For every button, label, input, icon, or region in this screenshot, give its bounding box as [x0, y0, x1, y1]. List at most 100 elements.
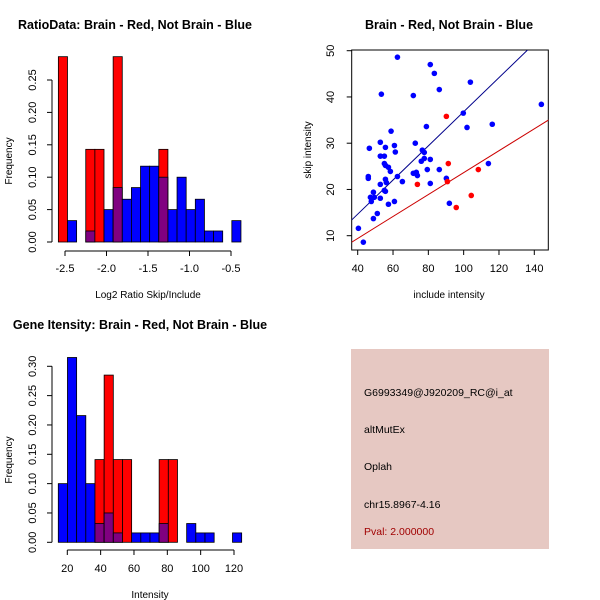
- scatter-point-not-brain: [365, 175, 372, 182]
- intensity-hist-bar-overlap: [103, 512, 114, 543]
- ratio-hist-bar-not-brain: [194, 198, 205, 243]
- intensity-hist-bar-not-brain: [76, 415, 87, 543]
- ratio-hist-x-tick-label: -1.5: [139, 263, 158, 275]
- ratio-hist-bar-not-brain: [121, 198, 132, 243]
- intensity-hist-x-tick-label: 100: [191, 563, 209, 575]
- scatter-point-not-brain: [383, 179, 390, 186]
- ratio-hist-bar-not-brain: [176, 176, 187, 243]
- scatter-point-not-brain: [467, 79, 474, 85]
- scatter-point-not-brain: [391, 142, 398, 149]
- scatter-point-not-brain: [367, 194, 374, 201]
- scatter-point-not-brain: [414, 172, 421, 179]
- scatter-point-not-brain: [410, 92, 417, 99]
- scatter-point-not-brain: [424, 166, 431, 173]
- intensity-hist-y-tick-label: 0.30: [27, 356, 39, 377]
- ratio-hist-bar-not-brain: [149, 165, 160, 243]
- ratio-hist-bar-not-brain: [167, 209, 178, 243]
- scatter-point-not-brain: [385, 201, 392, 208]
- intensity-hist-x-tick-label: 120: [225, 563, 243, 575]
- scatter-point-not-brain: [388, 128, 394, 134]
- scatter-point-brain: [444, 178, 451, 185]
- scatter-point-not-brain: [464, 124, 470, 131]
- chromosome-location: chr15.8967-4.16: [364, 499, 441, 511]
- scatter-point-not-brain: [360, 239, 367, 245]
- scatter-point-not-brain: [355, 225, 362, 232]
- ratio-hist-x-tick-label: -2.0: [97, 263, 116, 275]
- intensity-hist-bar-not-brain: [140, 532, 151, 543]
- scatter-y-tick-label: 20: [325, 183, 337, 195]
- scatter-point-not-brain: [385, 164, 392, 171]
- ratio-hist-bar-brain: [57, 56, 68, 243]
- scatter-point-brain: [443, 113, 450, 120]
- intensity-hist-y-tick-label: 0.25: [27, 385, 39, 406]
- ratio-hist-bar-overlap: [85, 230, 96, 243]
- ratio-hist-bar-brain: [94, 148, 105, 243]
- intensity-hist-bar-not-brain: [67, 357, 78, 543]
- ratio-hist-x-tick-label: -2.5: [56, 263, 75, 275]
- info-panel: G6993349@J920209_RC@i_at altMutEx Oplah …: [351, 349, 549, 549]
- scatter-y-tick-label: 30: [325, 137, 337, 149]
- scatter-point-not-brain: [421, 155, 428, 162]
- scatter-x-tick-label: 40: [352, 263, 364, 275]
- scatter-point-brain: [414, 181, 421, 188]
- scatter-point-not-brain: [412, 140, 419, 146]
- intensity-hist-bar-brain: [112, 459, 123, 543]
- ratio-hist-bar-not-brain: [204, 230, 214, 243]
- scatter-x-tick-label: 100: [454, 263, 472, 275]
- scatter-ylabel: skip intensity: [303, 121, 314, 178]
- intensity-hist-bar-brain: [122, 459, 133, 543]
- ratio-hist-bar-not-brain: [231, 220, 242, 243]
- ratio-hist-y-tick-label: 0.20: [27, 102, 39, 123]
- scatter-point-not-brain: [485, 160, 492, 167]
- ratio-hist-bar-not-brain: [67, 220, 78, 243]
- scatter-point-not-brain: [489, 121, 496, 128]
- scatter-xlabel: include intensity: [413, 290, 484, 301]
- scatter-point-not-brain: [382, 144, 389, 151]
- event-type: altMutEx: [364, 424, 405, 436]
- intensity-hist-y-tick-label: 0.00: [27, 532, 39, 553]
- scatter-x-tick-label: 140: [525, 263, 543, 275]
- ratio-hist-bar-brain: [85, 148, 96, 243]
- ratio-hist-y-tick-label: 0.25: [27, 69, 39, 90]
- ratio-hist-bar-not-brain: [103, 209, 114, 243]
- scatter-point-not-brain: [446, 200, 453, 207]
- ratio-hist-ylabel: Frequency: [4, 137, 15, 184]
- ratio-hist-y-tick-label: 0.10: [27, 166, 39, 187]
- scatter-point-not-brain: [394, 173, 401, 180]
- scatter-point-not-brain: [421, 149, 428, 156]
- intensity-hist-bar-not-brain: [57, 483, 68, 543]
- intensity-hist-y-tick-label: 0.10: [27, 473, 39, 494]
- intensity-hist-bar-overlap: [158, 523, 169, 543]
- scatter-point-not-brain: [377, 153, 384, 159]
- scatter-point-not-brain: [378, 91, 385, 97]
- scatter-point-not-brain: [427, 180, 434, 187]
- scatter-point-not-brain: [431, 70, 438, 77]
- scatter-point-brain: [475, 166, 482, 173]
- scatter-y-tick-label: 10: [325, 230, 337, 242]
- scatter-point-not-brain: [370, 215, 377, 222]
- scatter-point-not-brain: [427, 61, 434, 68]
- intensity-hist-bar-overlap: [94, 523, 105, 543]
- intensity-hist-title: Gene Itensity: Brain - Red, Not Brain - …: [13, 318, 267, 332]
- intensity-hist-bar-brain: [167, 459, 178, 543]
- scatter-point-not-brain: [399, 178, 406, 185]
- scatter-point-not-brain: [371, 194, 378, 201]
- intensity-hist-bar-not-brain: [232, 532, 243, 543]
- scatter-point-not-brain: [423, 123, 430, 130]
- intensity-hist-y-tick-label: 0.20: [27, 414, 39, 435]
- scatter-point-not-brain: [538, 101, 545, 108]
- scatter-point-not-brain: [427, 156, 434, 163]
- scatter-point-not-brain: [391, 198, 398, 205]
- scatter-fit-line-brain: [351, 119, 549, 243]
- intensity-hist-bar-not-brain: [149, 532, 160, 543]
- intensity-hist-x-tick-label: 40: [95, 563, 107, 575]
- scatter-title: Brain - Red, Not Brain - Blue: [365, 18, 533, 32]
- intensity-hist-y-tick-label: 0.05: [27, 502, 39, 523]
- intensity-hist-bar-not-brain: [186, 523, 197, 543]
- ratio-hist-y-tick-label: 0.00: [27, 231, 39, 252]
- intensity-hist-x-tick-label: 80: [161, 563, 173, 575]
- scatter-point-not-brain: [368, 198, 375, 205]
- scatter-point-not-brain: [377, 139, 384, 146]
- scatter-point-brain: [445, 160, 452, 167]
